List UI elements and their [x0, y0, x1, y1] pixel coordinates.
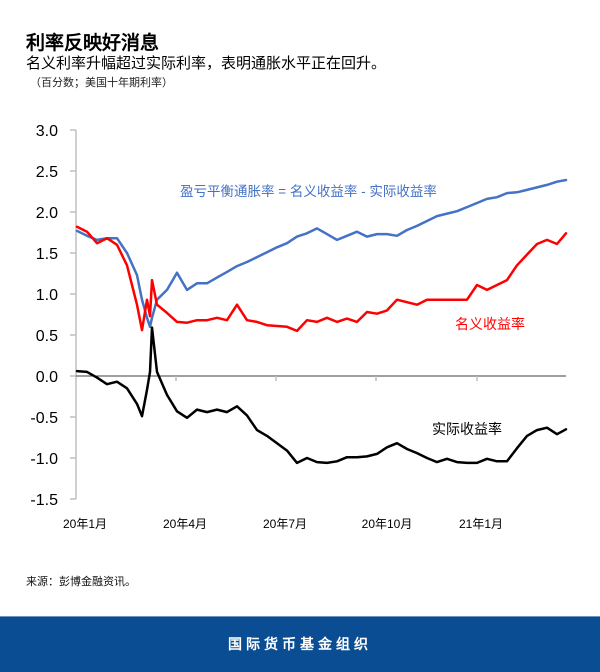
series-lines [75, 178, 568, 465]
chart-subtitle: 名义利率升幅超过实际利率，表明通胀水平正在回升。 [26, 54, 387, 72]
y-tick-label: -1.0 [30, 451, 58, 468]
y-tick-label: -1.5 [30, 492, 58, 509]
footer-band: 国际货币基金组织 [0, 616, 600, 672]
real-line [75, 326, 568, 465]
y-tick-label: 1.0 [36, 287, 58, 304]
x-tick-label: 20年7月 [263, 517, 307, 531]
chart-title: 利率反映好消息 [26, 32, 160, 54]
x-tick-label: 20年10月 [362, 517, 413, 531]
x-axis: 20年1月 20年4月 20年7月 20年10月 21年1月 [63, 375, 566, 531]
y-tick-label: 3.0 [36, 123, 58, 140]
y-tick-label: -0.5 [30, 410, 58, 427]
x-tick-label: 20年1月 [63, 517, 107, 531]
source-note: 来源：彭博金融资讯。 [26, 575, 136, 588]
chart-unit-note: （百分数；美国十年期利率） [30, 76, 173, 89]
y-axis: 3.0 2.5 2.0 1.5 1.0 0.5 0.0 -0.5 -1.0 -1.5 [30, 123, 77, 509]
breakeven-label: 盈亏平衡通胀率 = 名义收益率 - 实际收益率 [180, 183, 437, 199]
real-label: 实际收益率 [432, 421, 502, 437]
y-tick-label: 2.0 [36, 205, 58, 222]
line-chart: 3.02.52.01.51.00.50.0-0.5-1.0-1.5 20年1月 2… [30, 123, 568, 531]
y-tick-label: 1.5 [36, 246, 58, 263]
x-tick-label: 21年1月 [459, 517, 503, 531]
y-tick-label: 2.5 [36, 164, 58, 181]
nominal-line [75, 225, 568, 333]
nominal-label: 名义收益率 [455, 316, 525, 332]
org-name: 国际货币基金组织 [228, 637, 372, 653]
x-tick-label: 20年4月 [163, 517, 207, 531]
y-tick-label: 0.0 [36, 369, 58, 386]
breakeven-line [75, 178, 568, 329]
y-tick-label: 0.5 [36, 328, 58, 345]
